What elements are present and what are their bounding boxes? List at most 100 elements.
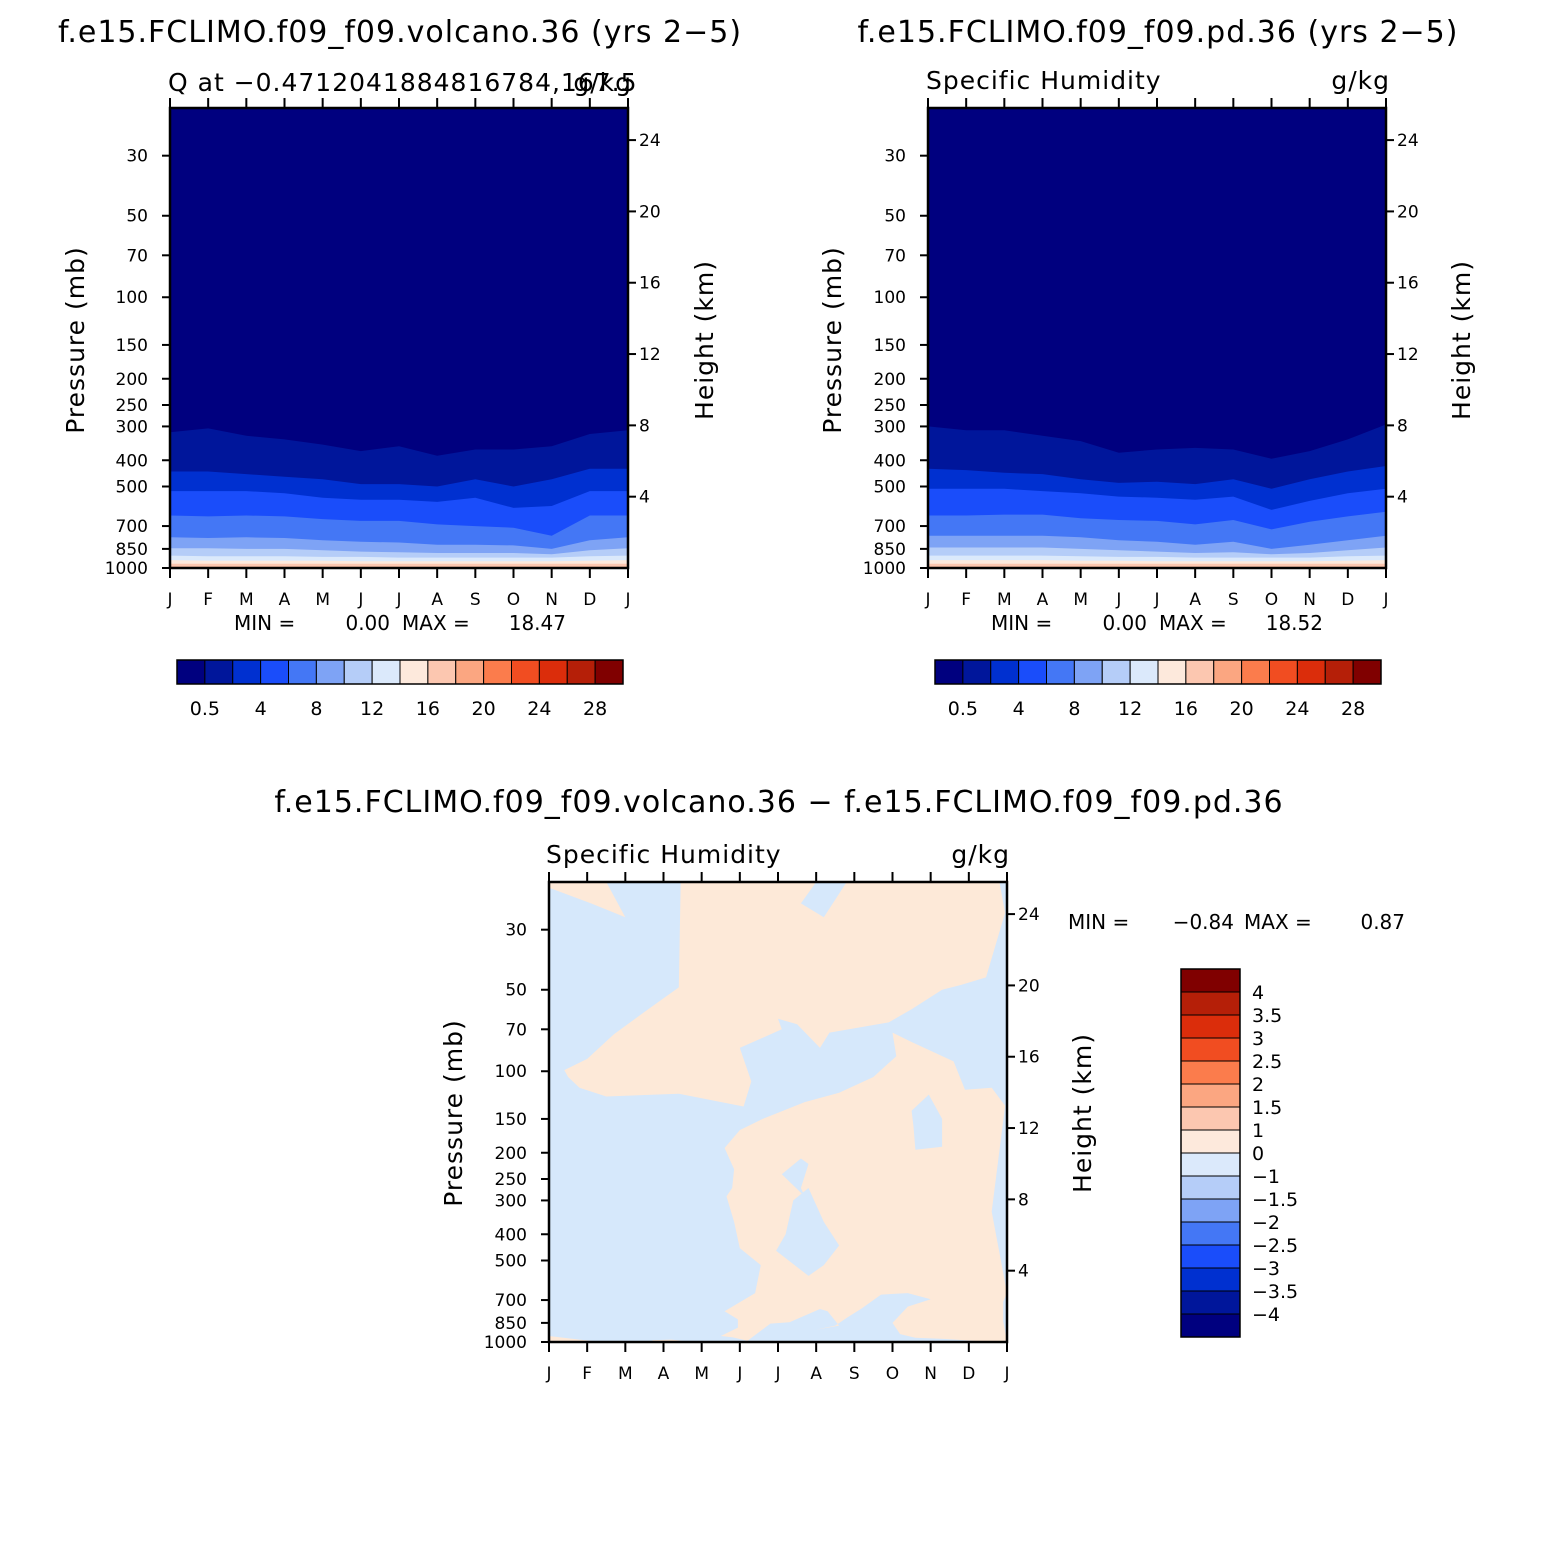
panel-pd-y-tick-label: 50 <box>884 207 906 227</box>
panel-diff-colorbar-swatch <box>1180 1175 1241 1200</box>
panel-volcano-colorbar-frame <box>176 659 624 685</box>
panel-diff-colorbar-swatch <box>1180 991 1241 1016</box>
panel-diff: f.e15.FCLIMO.f09_f09.volcano.36 − f.e15.… <box>274 785 1405 1384</box>
panel-pd-colorbar-swatch <box>990 659 1020 685</box>
panel-pd-y-tick-label: 100 <box>874 288 906 308</box>
panel-volcano-colorbar-swatch <box>538 659 568 685</box>
panel-pd-colorbar-label: 4 <box>1013 698 1025 720</box>
panel-volcano-y-tick-label: 30 <box>126 147 148 167</box>
panel-diff-x-tick-label: D <box>962 1364 975 1384</box>
panel-pd-x-tick-label: J <box>1115 590 1121 610</box>
panel-pd-max-label: MAX = <box>1159 611 1227 635</box>
panel-pd-colorbar-label: 16 <box>1174 698 1198 720</box>
panel-volcano-colorbar-label: 20 <box>472 698 496 720</box>
panel-volcano-colorbar-swatch <box>260 659 289 685</box>
panel-volcano-pressure-label: Pressure (mb) <box>61 246 90 433</box>
panel-volcano-y2-tick-label: 20 <box>639 202 661 222</box>
panel-volcano-colorbar-swatch <box>343 659 373 685</box>
panel-pd-colorbar-swatch <box>1073 659 1103 685</box>
panel-diff-colorbar-label: 1 <box>1252 1120 1264 1142</box>
panel-volcano-colorbar-swatch <box>594 659 624 685</box>
panel-volcano-x-tick-label: M <box>239 590 254 610</box>
panel-diff-frame <box>547 880 1009 1344</box>
panel-volcano-y-tick-label: 700 <box>116 517 148 537</box>
panel-diff-y2-tick-label: 16 <box>1018 1048 1040 1068</box>
panel-pd-y2-tick-label: 20 <box>1397 202 1419 222</box>
panel-diff-y-tick-label: 700 <box>495 1291 527 1311</box>
panel-diff-colorbar-label: −4 <box>1252 1304 1280 1326</box>
panel-diff-y-tick-label: 250 <box>495 1170 527 1190</box>
panel-diff-pressure-label: Pressure (mb) <box>439 1019 468 1206</box>
panel-pd-colorbar-swatch <box>1185 659 1215 685</box>
panel-pd-colorbar-frame <box>934 659 1382 685</box>
panel-pd-y-tick-label: 200 <box>874 370 906 390</box>
panel-pd-colorbar-label: 0.5 <box>948 698 978 720</box>
panel-pd-y-tick-label: 1000 <box>863 559 906 579</box>
panel-diff-x-tick-label: J <box>1003 1364 1009 1384</box>
panel-diff-colorbar-swatch <box>1180 1037 1241 1062</box>
panel-volcano-x-tick-label: A <box>279 590 291 610</box>
panel-pd-colorbar-swatch <box>1046 659 1075 685</box>
panel-diff-y-tick-label: 70 <box>505 1020 527 1040</box>
panel-volcano-x-tick-label: J <box>357 590 363 610</box>
panel-volcano-y-tick-label: 300 <box>116 417 148 437</box>
panel-diff-colorbar-label: 1.5 <box>1252 1097 1282 1119</box>
panel-diff-x-tick-label: F <box>582 1364 592 1384</box>
panel-pd-colorbar-swatch <box>1129 659 1159 685</box>
panel-pd-y2-tick-label: 16 <box>1397 274 1419 294</box>
panel-volcano: f.e15.FCLIMO.f09_f09.volcano.36 (yrs 2−5… <box>58 15 742 720</box>
panel-pd-y-tick-label: 850 <box>874 540 906 560</box>
panel-diff-min-label: MIN = <box>1068 910 1129 934</box>
panel-diff-colorbar-label: 4 <box>1252 982 1264 1004</box>
panel-volcano-frame <box>168 106 630 570</box>
panel-pd-x-tick-label: J <box>1153 590 1159 610</box>
panel-diff-colorbar-label: 3.5 <box>1252 1005 1282 1027</box>
panel-diff-y-tick-label: 850 <box>495 1314 527 1334</box>
panel-volcano-filled-contours <box>170 108 628 568</box>
panel-diff-colorbar-label: −3 <box>1252 1258 1280 1280</box>
panel-diff-colorbar-label: −2.5 <box>1252 1235 1298 1257</box>
panel-pd-y2-tick-label: 8 <box>1397 416 1408 436</box>
panel-volcano-y-tick-label: 200 <box>116 370 148 390</box>
panel-diff-colorbar-swatch <box>1180 1014 1241 1039</box>
panel-diff-negative-region <box>781 1158 809 1197</box>
panel-volcano-title: f.e15.FCLIMO.f09_f09.volcano.36 (yrs 2−5… <box>58 15 742 50</box>
panel-volcano-x-tick-label: F <box>203 590 213 610</box>
panel-pd-colorbar-swatch <box>1324 659 1354 685</box>
panel-volcano-colorbar-swatch <box>371 659 401 685</box>
panel-diff-y-tick-label: 30 <box>505 921 527 941</box>
panel-diff-negative-region <box>776 1188 840 1276</box>
panel-volcano-colorbar-label: 28 <box>583 698 607 720</box>
panel-volcano-colorbar-swatch <box>483 659 512 685</box>
panel-volcano-x-tick-label: M <box>315 590 330 610</box>
panel-volcano-colorbar-swatch <box>399 659 429 685</box>
panel-diff-x-tick-label: J <box>545 1364 551 1384</box>
panel-diff-y2-tick-label: 8 <box>1018 1190 1029 1210</box>
panel-diff-colorbar-frame <box>1180 968 1241 1338</box>
panel-diff-colorbar-swatch <box>1180 1313 1241 1338</box>
panel-diff-y-tick-label: 50 <box>505 981 527 1001</box>
panel-volcano-min-label: MIN = <box>234 611 295 635</box>
panel-diff-y-tick-label: 300 <box>495 1191 527 1211</box>
panel-diff-colorbar-label: 2.5 <box>1252 1051 1282 1073</box>
panel-pd-colorbar-swatch <box>1101 659 1131 685</box>
panel-diff-y-tick-label: 200 <box>495 1144 527 1164</box>
panel-diff-positive-region <box>549 1336 603 1342</box>
panel-pd-colorbar-label: 12 <box>1118 698 1142 720</box>
panel-pd-y-tick-label: 70 <box>884 246 906 266</box>
panel-volcano-y-tick-label: 50 <box>126 207 148 227</box>
panel-diff-y2-tick-label: 20 <box>1018 976 1040 996</box>
panel-diff-colorbar-label: 3 <box>1252 1028 1264 1050</box>
panel-pd-y2-tick-label: 12 <box>1397 345 1419 365</box>
panel-diff-max-value: 0.87 <box>1360 910 1405 934</box>
panel-pd-colorbar-swatch <box>1352 659 1382 685</box>
panel-pd: f.e15.FCLIMO.f09_f09.pd.36 (yrs 2−5) Spe… <box>818 15 1476 720</box>
panel-diff-y-tick-label: 500 <box>495 1251 527 1271</box>
panel-diff-x-tick-label: M <box>618 1364 633 1384</box>
panel-pd-frame <box>926 106 1388 570</box>
panel-pd-min-label: MIN = <box>991 611 1052 635</box>
panel-diff-colorbar-label: 2 <box>1252 1074 1264 1096</box>
panel-volcano-colorbar-swatch <box>176 659 206 685</box>
